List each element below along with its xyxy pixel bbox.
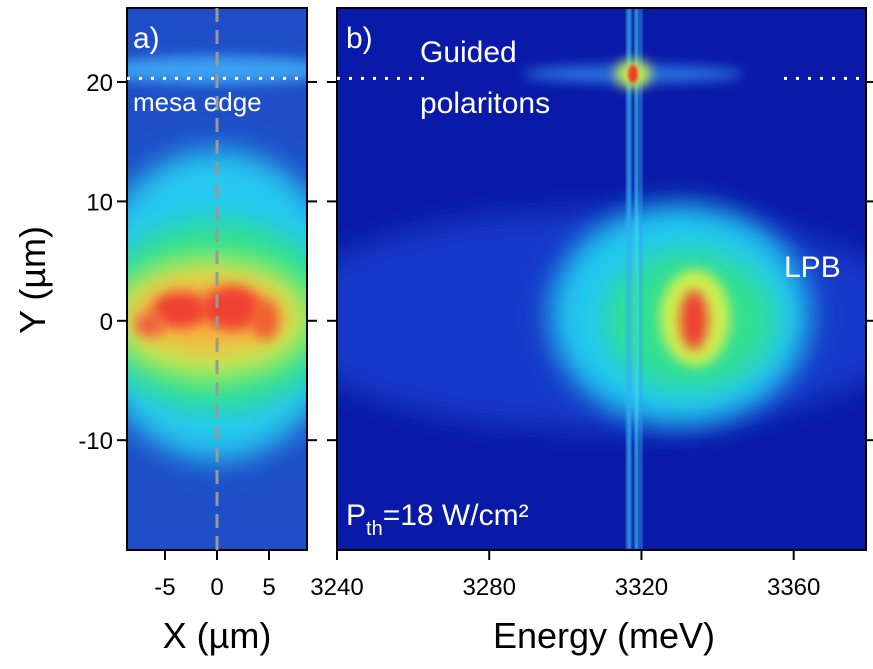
x-axis-label: Energy (meV) xyxy=(493,615,715,656)
annotation: Guided xyxy=(420,36,517,69)
threshold-text: =18 W/cm² xyxy=(383,499,529,532)
annotation: polaritons xyxy=(420,87,550,120)
panel-label: a) xyxy=(133,22,160,55)
panel-label: b) xyxy=(346,22,373,55)
x-tick-label: -5 xyxy=(154,574,175,601)
axes: -5 0 5 -10 0 10 20 3240 3280 3320 3360 xyxy=(78,70,873,601)
x-tick-label: 0 xyxy=(210,574,223,601)
annotation: mesa edge xyxy=(133,87,262,117)
x-tick-label: 3320 xyxy=(615,574,668,601)
threshold-label: Pth=18 W/cm² xyxy=(346,499,529,540)
heatmap-b xyxy=(337,8,866,550)
x-tick-label: 3280 xyxy=(463,574,516,601)
y-axis-label: Y (µm) xyxy=(12,226,53,334)
frame-b xyxy=(336,7,867,551)
annotation: LPB xyxy=(784,251,841,284)
symbol: P xyxy=(346,499,366,532)
y-tick-label: 0 xyxy=(100,309,113,336)
x-tick-label: 3360 xyxy=(767,574,820,601)
y-tick-label: 10 xyxy=(86,189,113,216)
y-tick-label: 20 xyxy=(86,70,113,97)
y-tick-label: -10 xyxy=(78,428,113,455)
subscript: th xyxy=(366,518,383,540)
x-axis-label: X (µm) xyxy=(163,615,272,656)
x-tick-label: 3240 xyxy=(310,574,363,601)
x-tick-label: 5 xyxy=(262,574,275,601)
